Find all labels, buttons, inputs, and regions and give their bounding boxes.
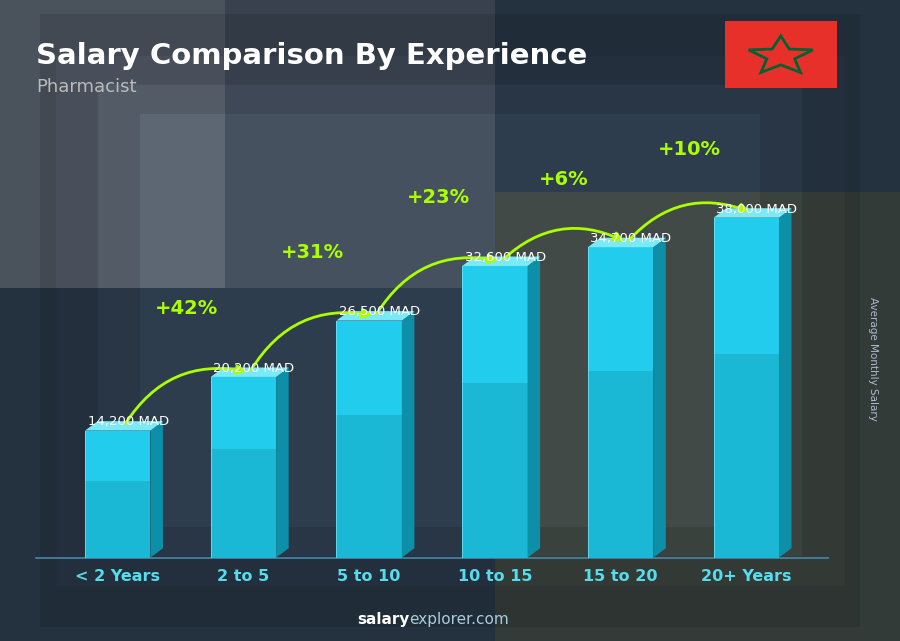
- Polygon shape: [714, 208, 791, 218]
- Polygon shape: [588, 247, 653, 371]
- Polygon shape: [463, 383, 527, 558]
- Polygon shape: [85, 431, 150, 481]
- Text: salary: salary: [357, 612, 410, 627]
- Bar: [495, 192, 900, 641]
- Text: 32,600 MAD: 32,600 MAD: [464, 251, 545, 264]
- Text: 38,000 MAD: 38,000 MAD: [716, 203, 797, 215]
- Text: +42%: +42%: [155, 299, 219, 319]
- Polygon shape: [85, 421, 163, 431]
- Text: Pharmacist: Pharmacist: [36, 78, 137, 96]
- Polygon shape: [85, 481, 150, 558]
- Text: +6%: +6%: [539, 170, 589, 188]
- Bar: [495, 192, 900, 641]
- Polygon shape: [779, 208, 791, 558]
- Text: 26,500 MAD: 26,500 MAD: [339, 305, 420, 319]
- Bar: [0, 0, 495, 288]
- Bar: [0, 0, 225, 288]
- Text: 20,200 MAD: 20,200 MAD: [213, 362, 294, 375]
- Text: 14,200 MAD: 14,200 MAD: [87, 415, 168, 428]
- Polygon shape: [588, 238, 666, 247]
- Polygon shape: [653, 238, 666, 558]
- Polygon shape: [337, 320, 401, 415]
- Polygon shape: [276, 367, 289, 558]
- Polygon shape: [401, 311, 414, 558]
- Polygon shape: [337, 311, 414, 320]
- Text: +31%: +31%: [281, 243, 344, 262]
- Polygon shape: [337, 415, 401, 558]
- Text: Average Monthly Salary: Average Monthly Salary: [868, 297, 878, 421]
- Polygon shape: [714, 354, 779, 558]
- Polygon shape: [714, 218, 779, 354]
- Polygon shape: [211, 367, 289, 377]
- Polygon shape: [588, 371, 653, 558]
- Text: explorer.com: explorer.com: [410, 612, 509, 627]
- Polygon shape: [527, 256, 540, 558]
- Text: Salary Comparison By Experience: Salary Comparison By Experience: [36, 42, 587, 70]
- Text: +10%: +10%: [658, 140, 721, 159]
- Text: 34,700 MAD: 34,700 MAD: [590, 232, 671, 245]
- Bar: [90, 64, 810, 577]
- Polygon shape: [463, 266, 527, 383]
- Polygon shape: [150, 421, 163, 558]
- Text: +23%: +23%: [407, 188, 470, 208]
- Polygon shape: [463, 256, 540, 266]
- Polygon shape: [211, 377, 276, 449]
- Polygon shape: [211, 449, 276, 558]
